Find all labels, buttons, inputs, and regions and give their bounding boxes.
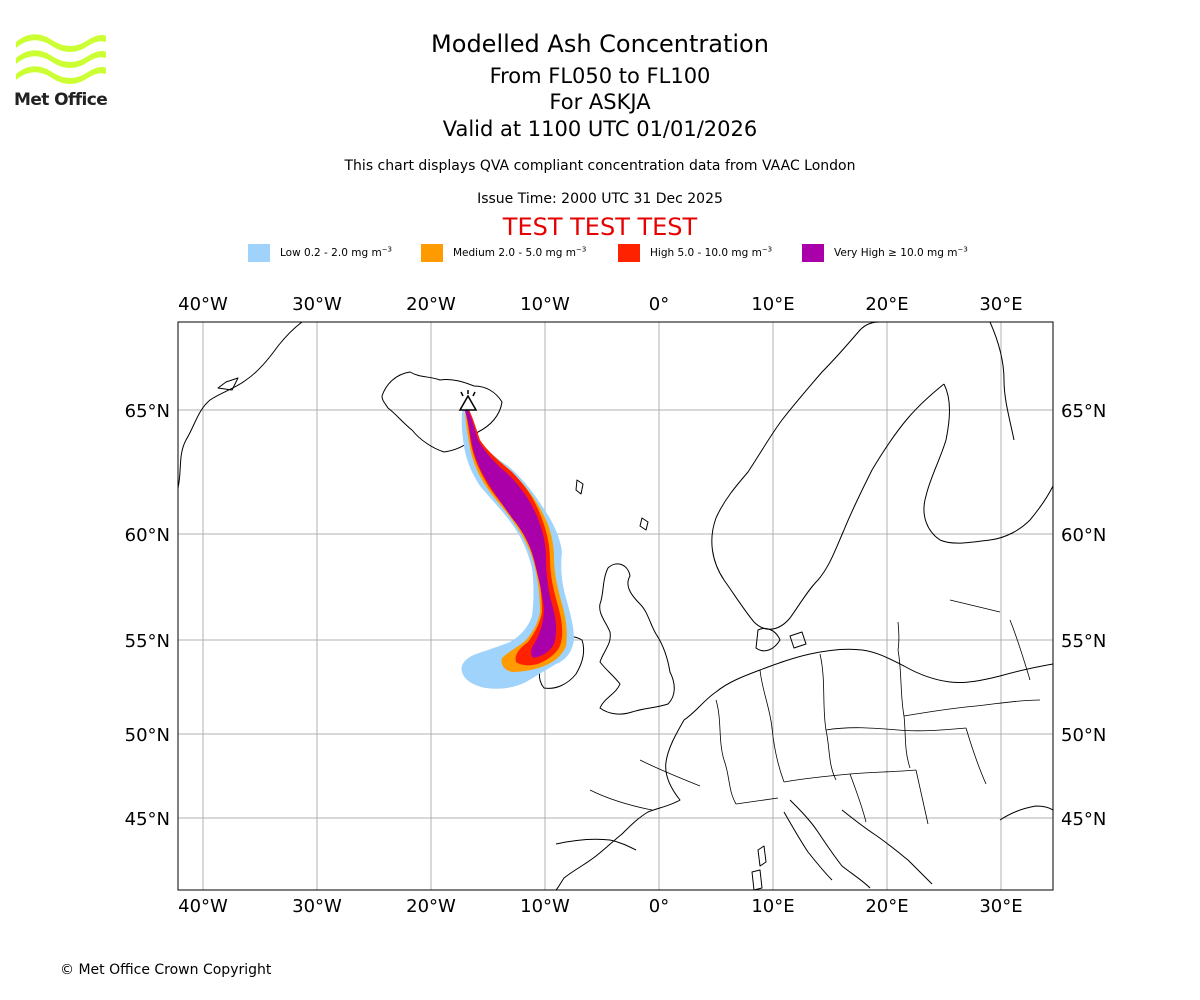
lat-label-right: 65°N [1061, 401, 1106, 422]
lat-label-right: 45°N [1061, 809, 1106, 830]
lon-label-bottom: 0° [649, 896, 669, 917]
volcano-name: For ASKJA [549, 90, 651, 114]
lon-label-top: 20°E [865, 294, 908, 315]
lat-label-left: 45°N [125, 809, 170, 830]
lon-label-bottom: 20°E [865, 896, 908, 917]
lon-label-top: 20°W [406, 294, 456, 315]
lon-label-top: 10°E [751, 294, 794, 315]
wave-logo-icon [16, 34, 106, 84]
borders [589, 599, 1041, 825]
lon-label-top: 30°W [292, 294, 342, 315]
flight-levels: From FL050 to FL100 [489, 64, 711, 88]
ash-plume [461, 402, 574, 689]
logo-wordmark: Met Office [14, 90, 108, 110]
map-frame [177, 321, 1054, 891]
legend-label-medium: Medium 2.0 - 5.0 mg m [453, 247, 576, 259]
lon-label-top: 10°W [520, 294, 570, 315]
coastlines [178, 322, 1053, 890]
plume-very-high [464, 402, 557, 658]
test-banner: TEST TEST TEST [502, 213, 698, 241]
lon-label-bottom: 30°W [292, 896, 342, 917]
lat-label-left: 65°N [125, 401, 170, 422]
lat-label-left: 55°N [125, 631, 170, 652]
graticule [178, 322, 1053, 890]
chart-title: Modelled Ash Concentration [431, 30, 769, 58]
lat-label-right: 50°N [1061, 725, 1106, 746]
compliance-note: This chart displays QVA compliant concen… [344, 158, 856, 174]
legend-swatch-very-high [802, 244, 824, 262]
issue-time: Issue Time: 2000 UTC 31 Dec 2025 [477, 191, 723, 207]
lat-label-right: 60°N [1061, 525, 1106, 546]
met-office-logo: Met Office [14, 30, 110, 114]
lat-label-right: 55°N [1061, 631, 1106, 652]
legend-swatch-medium [421, 244, 443, 262]
lon-label-bottom: 20°W [406, 896, 456, 917]
valid-time: Valid at 1100 UTC 01/01/2026 [442, 117, 758, 141]
legend-label-low: Low 0.2 - 2.0 mg m [280, 247, 382, 259]
lat-label-left: 50°N [125, 725, 170, 746]
volcano-marker-icon [458, 390, 478, 411]
lat-label-left: 60°N [125, 525, 170, 546]
lon-label-top: 0° [649, 294, 669, 315]
lon-label-bottom: 30°E [979, 896, 1022, 917]
legend-swatch-high [618, 244, 640, 262]
legend-label-very-high: Very High ≥ 10.0 mg m [834, 247, 958, 259]
lon-label-bottom: 10°E [751, 896, 794, 917]
copyright-notice: © Met Office Crown Copyright [60, 962, 272, 978]
lon-label-bottom: 40°W [178, 896, 228, 917]
lon-label-top: 30°E [979, 294, 1022, 315]
lon-label-bottom: 10°W [520, 896, 570, 917]
lon-label-top: 40°W [178, 294, 228, 315]
map-background [178, 322, 1053, 890]
legend-label-high: High 5.0 - 10.0 mg m [650, 247, 762, 259]
legend-swatch-low [248, 244, 270, 262]
